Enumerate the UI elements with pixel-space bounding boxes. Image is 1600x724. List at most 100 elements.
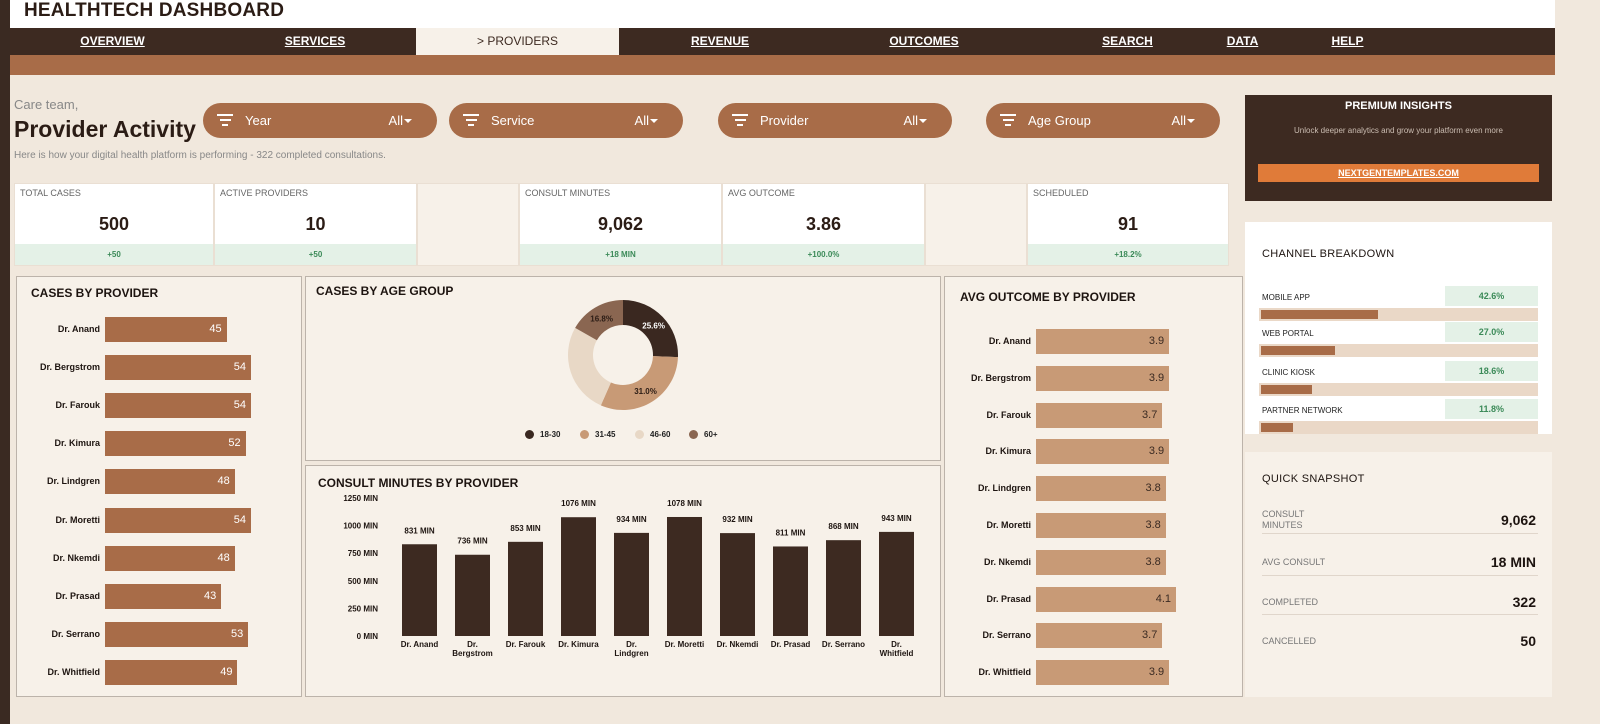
legend-item-18-30: 18-30 [525, 430, 561, 440]
filter-age-group[interactable]: Age Group All [986, 103, 1220, 138]
channel-bar-track [1259, 383, 1538, 396]
panel-title: CONSULT MINUTES BY PROVIDER [318, 476, 519, 490]
hbar: 48 [105, 469, 235, 495]
channel-bar-fill [1261, 310, 1379, 319]
x-tick-label: Dr. Anand [401, 640, 439, 649]
filter-year[interactable]: Year All [203, 103, 437, 138]
hbar-label: Dr. Serrano [51, 628, 100, 639]
x-tick-label: Dr. Farouk [506, 640, 546, 649]
y-tick-label: 1250 MIN [343, 494, 378, 503]
premium-subtitle: Unlock deeper analytics and grow your pl… [1294, 126, 1503, 135]
nav-help[interactable]: HELP [1331, 34, 1364, 48]
hbar: 48 [105, 545, 235, 571]
filter-service[interactable]: Service All [449, 103, 683, 138]
kpi-value: 10 [305, 214, 326, 234]
nav-outcomes[interactable]: OUTCOMES [889, 34, 959, 48]
hbar-label: Dr. Prasad [986, 593, 1031, 604]
donut-slice-60+ [575, 300, 623, 341]
caret-down-icon [1187, 119, 1195, 123]
panel-title: AVG OUTCOME BY PROVIDER [960, 290, 1136, 304]
hbar-label: Dr. Moretti [986, 520, 1031, 530]
bar-data-label: 853 MIN [510, 524, 540, 533]
bar-data-label: 934 MIN [616, 515, 646, 524]
filter-label: Age Group [1028, 113, 1091, 128]
nav-services[interactable]: SERVICES [284, 34, 346, 48]
kpi-scheduled: SCHEDULED 91 +18.2% [1027, 183, 1229, 266]
y-tick-label: 0 MIN [357, 632, 379, 641]
filter-value: All [903, 113, 918, 128]
x-tick-label: Dr. Moretti [665, 640, 705, 649]
hbar-row: Dr. Prasad 4.1 [986, 586, 1176, 612]
donut-slice-18-30 [623, 300, 678, 358]
premium-link-button[interactable]: NEXTGENTEMPLATES.COM [1258, 164, 1539, 182]
x-tick-label: Dr. Lindgren [614, 640, 648, 658]
channel-label: MOBILE APP [1262, 293, 1311, 302]
legend-dot [525, 430, 534, 440]
legend-dot [580, 430, 589, 440]
nav-providers[interactable]: > PROVIDERS [416, 28, 619, 55]
filter-provider[interactable]: Provider All [718, 103, 952, 138]
hbar: 52 [105, 431, 246, 457]
hbar-row: Dr. Whitfield 3.9 [979, 660, 1176, 686]
hbar-value: 3.7 [1142, 408, 1158, 421]
channel-bar-fill [1261, 385, 1313, 394]
snapshot-row-completed: COMPLETED 322 [1262, 594, 1538, 615]
hbar-label: Dr. Lindgren [46, 476, 100, 487]
channel-percent: 18.6% [1445, 361, 1538, 381]
hbar-label: Dr. Bergstrom [970, 372, 1031, 383]
donut-slice-46-60 [568, 327, 611, 406]
hbar-value: 54 [233, 513, 246, 526]
hbar-value: 3.8 [1145, 482, 1161, 495]
hbar: 45 [105, 317, 227, 342]
y-tick-label: 250 MIN [348, 604, 378, 613]
legend-dot [689, 430, 698, 440]
hbar-label: Dr. Nkemdi [52, 552, 100, 563]
filter-label: Provider [760, 113, 809, 128]
minutes-bar [826, 540, 861, 636]
hbar: 3.8 [1036, 549, 1166, 575]
legend-label: 18-30 [540, 430, 561, 439]
hbar-row: Dr. Kimura 3.9 [985, 439, 1176, 465]
hbar: 3.9 [1036, 365, 1170, 391]
minutes-bar [667, 516, 702, 636]
nav-revenue[interactable]: REVENUE [690, 34, 749, 48]
donut-data-label: 31.0% [634, 387, 657, 396]
hbar-value: 3.9 [1148, 445, 1165, 458]
snapshot-label: CONSULT MINUTES [1262, 509, 1305, 530]
kpi-label: ACTIVE PROVIDERS [220, 188, 309, 198]
kpi-spacer [925, 183, 1027, 266]
donut-data-label: 25.6% [642, 322, 665, 331]
consult-minutes-chart: 0 MIN 250 MIN 500 MIN 750 MIN 1000 MIN 1250 M… [343, 494, 914, 658]
hbar-row: Dr. Nkemdi 48 [53, 545, 251, 571]
x-tick-label: Dr. Kimura [558, 640, 599, 649]
nav-overview[interactable]: OVERVIEW [80, 34, 145, 48]
page-subtitle: Here is how your digital health platform… [14, 150, 386, 161]
minutes-bar [402, 544, 437, 636]
snapshot-row-cancelled: CANCELLED 50 [1262, 633, 1538, 654]
hbar-value: 3.7 [1142, 629, 1158, 642]
hbar-row: Dr. Anand 45 [58, 317, 251, 342]
hbar-value: 43 [204, 589, 217, 602]
panel-title: CHANNEL BREAKDOWN [1262, 248, 1395, 260]
hbar-value: 48 [217, 475, 230, 488]
channel-label: WEB PORTAL [1262, 329, 1314, 338]
kpi-value: 9,062 [597, 214, 644, 234]
legend-label: 60+ [704, 430, 718, 439]
hbar: 3.9 [1036, 660, 1170, 686]
filter-label: Service [491, 113, 535, 128]
y-tick-label: 500 MIN [348, 577, 378, 586]
nav-search[interactable]: SEARCH [1102, 34, 1153, 48]
kpi-avg-outcome: AVG OUTCOME 3.86 +100.0% [722, 183, 925, 266]
hbar-row: Dr. Anand 3.9 [989, 329, 1176, 354]
nav-data[interactable]: DATA [1226, 34, 1259, 48]
hbar-label: Dr. Whitfield [47, 666, 101, 677]
hbar-row: Dr. Lindgren 48 [47, 469, 251, 495]
snapshot-value: 18 MIN [1490, 554, 1536, 570]
hbar-row: Dr. Farouk 54 [55, 393, 251, 419]
hbar: 49 [105, 659, 238, 685]
legend-label: 31-45 [595, 430, 616, 439]
kpi-label: CONSULT MINUTES [525, 188, 611, 198]
channel-bar-track [1259, 308, 1538, 321]
x-tick-label: Dr. Serrano [822, 640, 865, 649]
hbar: 3.9 [1036, 439, 1170, 465]
